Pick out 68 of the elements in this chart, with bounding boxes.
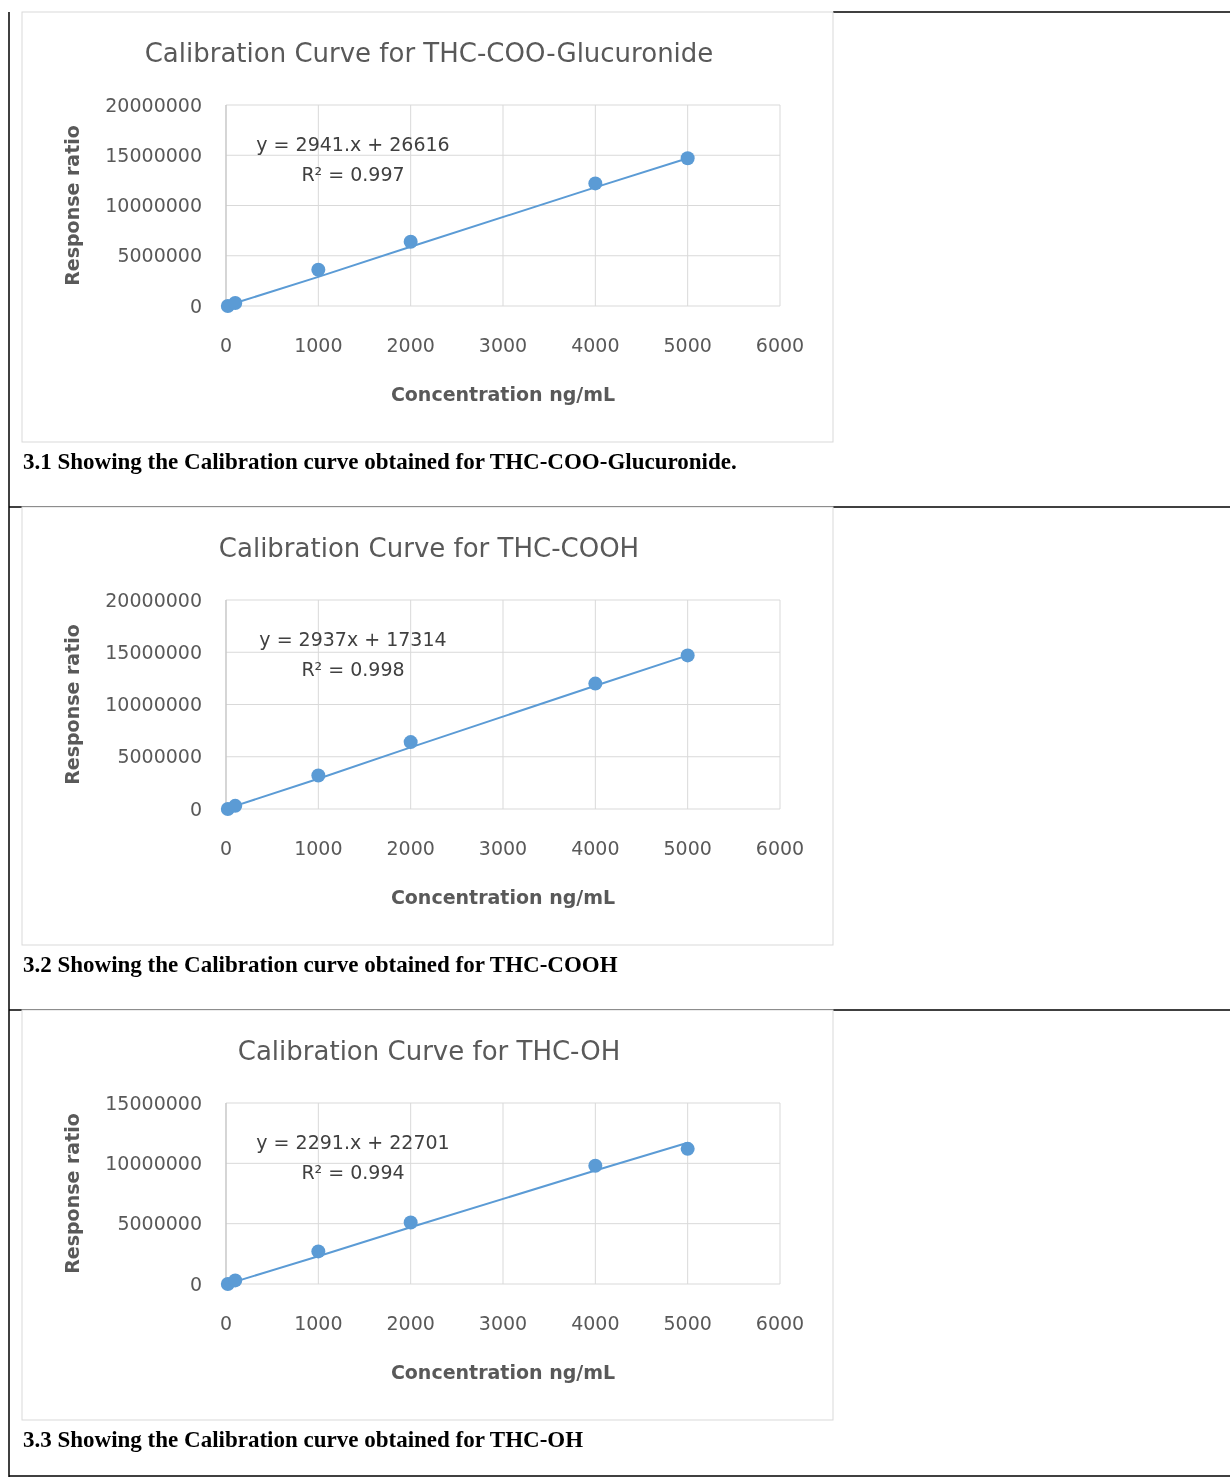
point — [588, 1158, 603, 1173]
x-tick-label: 5000 — [663, 1312, 712, 1334]
annotation: y = 2291.x + 22701 — [256, 1131, 450, 1153]
point — [403, 1215, 418, 1230]
point — [311, 1244, 326, 1259]
x-tick-label: 0 — [219, 334, 233, 356]
x-axis-title: Concentration ng/mL — [390, 886, 616, 908]
point — [311, 262, 326, 277]
x-tick-label: 0 — [219, 837, 233, 859]
x-tick-label: 5000 — [663, 837, 712, 859]
point — [228, 798, 243, 813]
chart-title: Calibration Curve for THC-OH — [237, 1036, 621, 1066]
point — [680, 1141, 695, 1156]
x-tick-label: 6000 — [755, 1312, 805, 1334]
y-tick-label: 15000000 — [105, 640, 202, 663]
text: 3.3 Showing the Calibration curve obtained for THC-OH — [23, 1427, 584, 1452]
x-tick-label: 4000 — [571, 1312, 620, 1334]
x-tick-label: 5000 — [663, 334, 712, 356]
annotation: R² = 0.994 — [301, 1161, 405, 1183]
annotation: y = 2937x + 17314 — [259, 628, 447, 650]
point — [403, 234, 418, 249]
chart-title: Calibration Curve for THC-COOH — [218, 533, 640, 563]
y-tick-label: 20000000 — [105, 588, 202, 611]
x-tick-label: 1000 — [294, 334, 343, 356]
x-tick-label: 2000 — [386, 334, 435, 356]
x-axis-title: Concentration ng/mL — [390, 383, 616, 405]
x-tick-label: 2000 — [386, 1312, 435, 1334]
text: 3.2 Showing the Calibration curve obtained for THC-COOH — [23, 952, 618, 977]
point — [228, 295, 243, 310]
y-tick-label: 0 — [189, 1272, 202, 1295]
point — [588, 176, 603, 191]
y-tick-label: 15000000 — [105, 1091, 202, 1114]
annotation: R² = 0.998 — [301, 658, 405, 680]
y-tick-label: 10000000 — [105, 693, 202, 716]
point — [311, 768, 326, 783]
point — [680, 151, 695, 166]
point — [680, 648, 695, 663]
y-axis-title: Response ratio — [61, 125, 83, 286]
x-tick-label: 3000 — [478, 334, 528, 356]
y-tick-label: 15000000 — [105, 143, 202, 166]
point — [228, 1273, 243, 1288]
x-axis-title: Concentration ng/mL — [390, 1361, 616, 1383]
x-tick-label: 6000 — [755, 334, 805, 356]
annotation: y = 2941.x + 26616 — [256, 133, 450, 155]
y-tick-label: 5000000 — [117, 745, 202, 768]
x-tick-label: 3000 — [478, 837, 528, 859]
y-tick-label: 20000000 — [105, 93, 202, 116]
point — [403, 735, 418, 750]
x-tick-label: 1000 — [294, 837, 343, 859]
y-tick-label: 5000000 — [117, 1212, 202, 1235]
y-tick-label: 10000000 — [105, 1151, 202, 1174]
x-tick-label: 4000 — [571, 837, 620, 859]
point — [588, 676, 603, 691]
text: 3.1 Showing the Calibration curve obtained for THC-COO-Glucuronide. — [23, 449, 737, 474]
x-tick-label: 6000 — [755, 837, 805, 859]
y-axis-title: Response ratio — [61, 1113, 83, 1274]
x-tick-label: 2000 — [386, 837, 435, 859]
y-tick-label: 0 — [189, 294, 202, 317]
y-tick-label: 10000000 — [105, 194, 202, 217]
chart-title: Calibration Curve for THC-COO-Glucuronide — [144, 38, 714, 68]
y-axis-title: Response ratio — [61, 624, 83, 785]
y-tick-label: 0 — [189, 797, 202, 820]
x-tick-label: 4000 — [571, 334, 620, 356]
annotation: R² = 0.997 — [301, 163, 405, 185]
x-tick-label: 0 — [219, 1312, 233, 1334]
x-tick-label: 3000 — [478, 1312, 528, 1334]
y-tick-label: 5000000 — [117, 244, 202, 267]
x-tick-label: 1000 — [294, 1312, 343, 1334]
